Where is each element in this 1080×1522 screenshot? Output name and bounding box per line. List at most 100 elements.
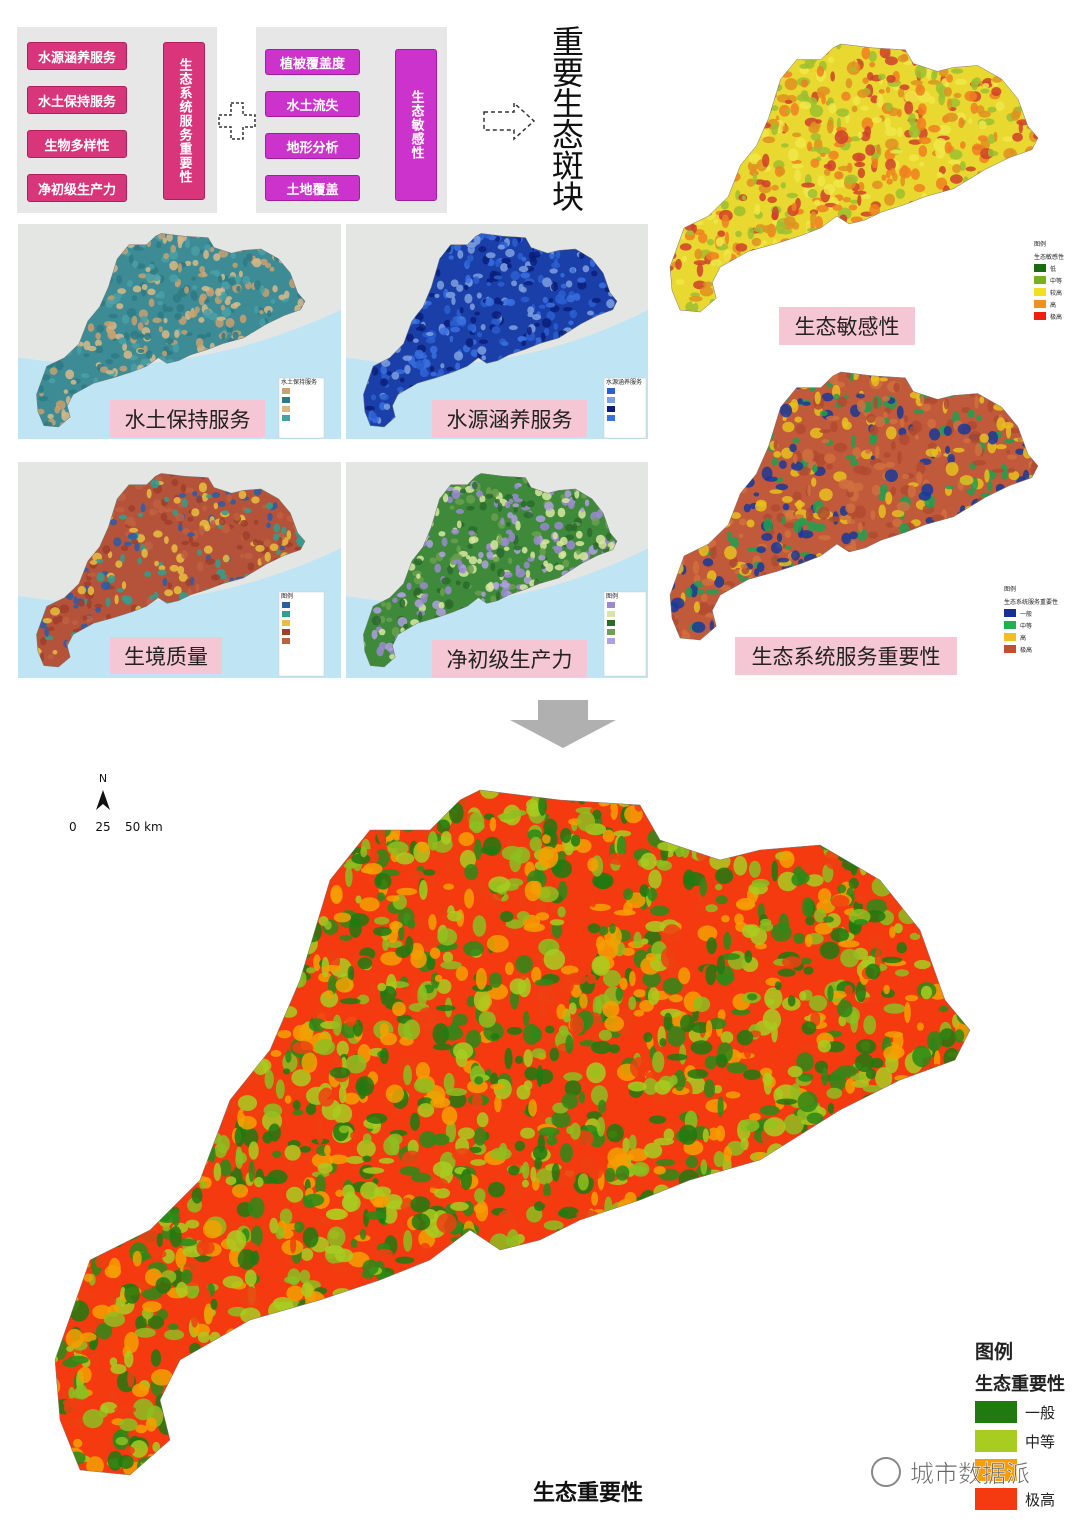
- map-texture: [745, 385, 754, 393]
- map-texture: [86, 572, 97, 577]
- map-texture: [820, 591, 830, 599]
- map-texture: [581, 1217, 603, 1228]
- map-texture: [911, 540, 917, 548]
- map-texture: [1010, 45, 1022, 59]
- map-texture: [61, 409, 66, 417]
- map-texture: [414, 587, 422, 596]
- map-texture: [827, 56, 835, 64]
- map-texture: [670, 251, 677, 260]
- map-texture: [1017, 483, 1024, 489]
- legend-swatch: [1034, 312, 1046, 320]
- map-texture: [975, 48, 982, 58]
- map-texture: [731, 462, 741, 476]
- map-texture: [81, 1080, 95, 1101]
- map-texture: [190, 541, 200, 548]
- map-texture: [436, 280, 445, 290]
- map-texture: [817, 506, 830, 520]
- map-texture: [198, 316, 205, 323]
- map-texture: [218, 249, 229, 258]
- map-texture: [1016, 557, 1022, 563]
- map-texture: [861, 117, 874, 131]
- map-texture: [1022, 92, 1032, 99]
- map-texture: [989, 58, 996, 70]
- map-texture: [64, 996, 72, 1017]
- map-texture: [770, 246, 775, 256]
- map-texture: [820, 275, 828, 283]
- map-texture: [728, 90, 735, 103]
- map-texture: [944, 526, 953, 534]
- map-texture: [374, 848, 390, 868]
- map-texture: [696, 1189, 708, 1210]
- map-texture: [1011, 251, 1022, 259]
- map-texture: [456, 545, 461, 553]
- map-texture: [988, 224, 993, 230]
- map-texture: [492, 1270, 504, 1291]
- map-texture: [113, 292, 123, 299]
- map-texture: [435, 269, 441, 277]
- map-texture: [935, 146, 946, 159]
- map-texture: [987, 371, 997, 382]
- map-texture: [938, 606, 951, 617]
- map-texture: [722, 175, 732, 182]
- map-texture: [958, 385, 966, 391]
- map-texture: [697, 144, 702, 150]
- map-texture: [754, 208, 761, 215]
- map-texture: [276, 549, 281, 555]
- map-texture: [737, 49, 748, 63]
- map-texture: [706, 528, 716, 533]
- map-texture: [761, 533, 773, 541]
- map-texture: [794, 416, 802, 423]
- map-texture: [913, 409, 925, 415]
- map-texture: [764, 414, 770, 428]
- map-texture: [782, 503, 790, 511]
- map-texture: [549, 252, 555, 260]
- map-texture: [684, 371, 695, 379]
- map-texture: [679, 243, 692, 251]
- map-texture: [914, 434, 919, 440]
- map-texture: [771, 457, 779, 466]
- map-texture: [989, 574, 997, 585]
- map-texture: [186, 532, 196, 537]
- map-texture: [745, 270, 754, 276]
- map-texture: [942, 560, 948, 567]
- map-texture: [751, 271, 764, 284]
- map-texture: [491, 1434, 514, 1447]
- map-texture: [503, 546, 510, 551]
- map-texture: [784, 99, 793, 104]
- map-texture: [880, 246, 886, 253]
- map-texture: [438, 531, 446, 537]
- map-texture: [904, 1173, 913, 1194]
- map-texture: [816, 1377, 839, 1394]
- map-texture: [708, 490, 721, 496]
- map-texture: [670, 406, 680, 420]
- map-texture: [144, 571, 152, 578]
- map-texture: [885, 102, 893, 112]
- map-texture: [759, 193, 766, 202]
- map-texture: [758, 1332, 775, 1348]
- map-texture: [174, 329, 180, 339]
- map-texture: [103, 861, 120, 877]
- map-texture: [857, 194, 862, 206]
- map-texture: [970, 526, 984, 537]
- map-texture: [381, 359, 391, 367]
- map-texture: [467, 544, 473, 550]
- map-texture: [923, 526, 933, 533]
- map-texture: [796, 93, 810, 102]
- map-texture: [221, 524, 231, 534]
- map-texture: [677, 463, 687, 469]
- map-texture: [887, 532, 899, 541]
- map-texture: [857, 621, 870, 635]
- map-texture: [485, 1448, 504, 1464]
- map-texture: [731, 424, 743, 431]
- map-texture: [763, 1188, 774, 1209]
- map-texture: [789, 443, 797, 453]
- map-texture: [756, 546, 766, 553]
- map-texture: [468, 556, 478, 565]
- map-texture: [809, 581, 822, 586]
- map-texture: [811, 477, 817, 487]
- map-texture: [920, 1074, 939, 1096]
- map-texture: [192, 490, 198, 497]
- map-texture: [1002, 388, 1015, 400]
- map-texture: [982, 251, 990, 260]
- map-texture: [828, 516, 841, 523]
